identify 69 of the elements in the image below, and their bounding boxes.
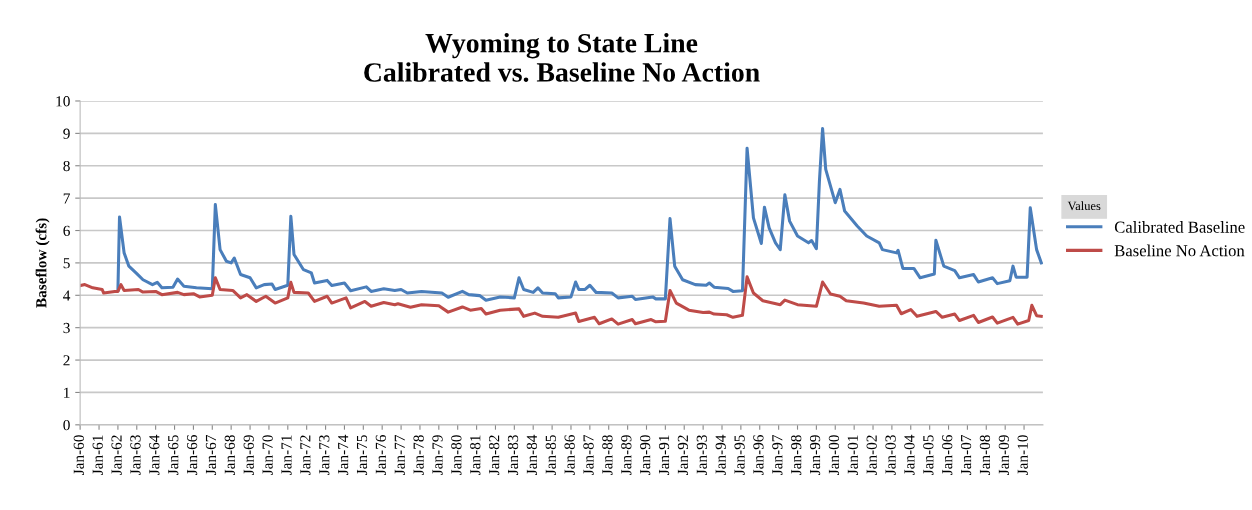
x-tick-label: Jan-02 — [866, 435, 877, 475]
y-tick-label: 9 — [63, 128, 70, 139]
x-tick-label: Jan-72 — [300, 435, 311, 475]
x-tick-label: Jan-01 — [847, 435, 858, 475]
x-tick-label: Jan-98 — [791, 435, 802, 475]
x-tick-label: Jan-90 — [640, 435, 651, 475]
y-tick-label: 0 — [63, 419, 70, 431]
x-tick-label: Jan-95 — [734, 435, 745, 475]
x-tick-label: Jan-91 — [658, 435, 670, 475]
x-tick-label: Jan-93 — [696, 435, 707, 475]
x-tick-label: Jan-09 — [998, 435, 1010, 475]
x-tick-label: Jan-86 — [564, 435, 575, 475]
x-tick-label: Jan-82 — [488, 435, 500, 475]
legend-label: Baseline No Action — [1114, 244, 1245, 257]
x-tick-label: Jan-04 — [904, 434, 915, 475]
y-tick-label: 3 — [63, 322, 70, 334]
x-tick-label: Jan-75 — [356, 435, 368, 475]
x-tick-label: Jan-71 — [281, 435, 292, 475]
y-axis-title: Baseflow (cfs) — [35, 218, 50, 308]
x-tick-label: Jan-67 — [205, 434, 217, 475]
x-tick-label: Jan-61 — [92, 435, 103, 475]
x-tick-label: Jan-65 — [168, 435, 179, 475]
x-tick-label: Jan-06 — [942, 435, 953, 475]
x-tick-label: Jan-10 — [1017, 435, 1028, 475]
x-tick-label: Jan-81 — [470, 435, 481, 475]
x-tick-label: Jan-94 — [715, 434, 726, 475]
x-tick-label: Jan-99 — [809, 435, 821, 475]
x-tick-label: Jan-60 — [73, 435, 84, 475]
line-series — [116, 126, 1043, 302]
x-tick-label: Jan-80 — [451, 435, 462, 475]
y-tick-label: 8 — [63, 160, 70, 172]
x-tick-label: Jan-69 — [243, 435, 254, 475]
legend-label: Calibrated Baseline — [1114, 221, 1245, 233]
x-tick-label: Jan-64 — [149, 434, 160, 475]
x-tick-label: Jan-00 — [828, 435, 840, 475]
x-tick-label: Jan-85 — [545, 435, 556, 475]
x-tick-label: Jan-70 — [262, 435, 273, 475]
x-tick-label: Jan-05 — [923, 435, 934, 475]
x-tick-label: Jan-83 — [507, 435, 519, 475]
x-tick-label: Jan-97 — [772, 434, 783, 475]
x-tick-label: Jan-92 — [677, 435, 689, 475]
x-tick-label: Jan-77 — [394, 434, 405, 475]
x-tick-label: Jan-66 — [186, 435, 198, 475]
y-tick-label: 5 — [63, 258, 70, 269]
y-tick-label: 1 — [64, 387, 70, 398]
legend-title: Values — [1067, 201, 1101, 211]
y-tick-label: 7 — [63, 193, 70, 204]
x-tick-label: Jan-79 — [432, 435, 443, 475]
x-tick-label: Jan-96 — [753, 435, 764, 475]
x-tick-label: Jan-63 — [130, 435, 141, 475]
x-tick-label: Jan-84 — [526, 434, 538, 475]
x-tick-label: Jan-74 — [338, 434, 349, 475]
y-tick-label: 4 — [63, 290, 71, 301]
x-tick-label: Jan-08 — [979, 435, 991, 475]
y-tick-label: 2 — [63, 355, 70, 366]
line-series — [80, 275, 1043, 326]
chart-title: Wyoming to State Line Calibrated vs. Baseline No Action — [364, 33, 760, 82]
y-tick-label: 6 — [63, 225, 70, 236]
x-tick-label: Jan-87 — [583, 434, 594, 475]
x-tick-label: Jan-03 — [885, 435, 896, 475]
x-tick-label: Jan-07 — [960, 434, 972, 475]
x-tick-label: Jan-89 — [621, 435, 632, 475]
x-tick-label: Jan-76 — [375, 435, 386, 475]
x-tick-label: Jan-68 — [224, 435, 235, 475]
x-tick-label: Jan-78 — [413, 435, 424, 475]
y-tick-label: 10 — [56, 96, 70, 107]
x-tick-label: Jan-73 — [319, 435, 330, 475]
x-tick-label: Jan-62 — [111, 435, 122, 475]
x-tick-label: Jan-88 — [602, 435, 613, 475]
